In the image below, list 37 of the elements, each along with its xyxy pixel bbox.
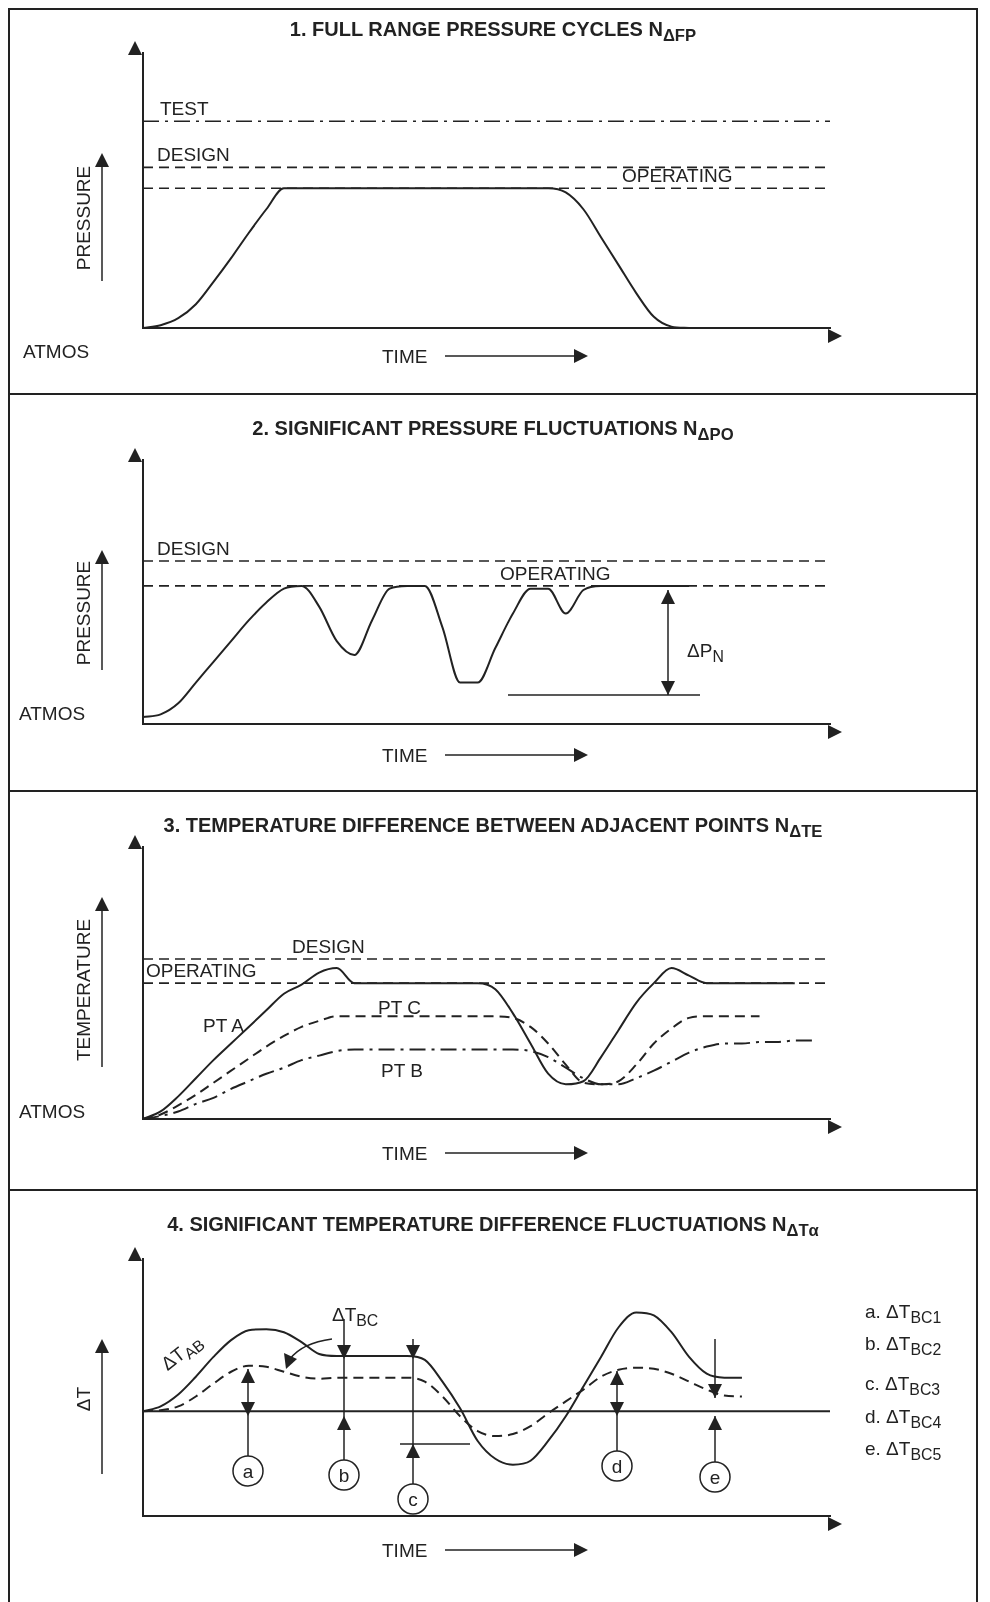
series-label: PT A [203,1014,244,1036]
series-label: PT C [378,996,421,1018]
text: b. ΔT$_{BC2}$ [865,1333,942,1358]
y-axis-title: ΔT [72,1386,94,1412]
ref-line-label: TEST [160,97,209,119]
ref-line-label: OPERATING [146,959,257,981]
y-axis-title: PRESSURE [72,560,94,666]
annotation: ΔP$_{N}$ [687,640,724,665]
text: ΔT$_{BC}$ [332,1304,379,1329]
text: e. ΔT$_{BC5}$ [865,1438,942,1463]
ref-line-label: OPERATING [622,164,733,186]
chart-title: 2. SIGNIFICANT PRESSURE FLUCTUATIONS N$_{ΔPO}$ [251,417,735,445]
ref-line-label: OPERATING [500,562,611,584]
chart-title: 1. FULL RANGE PRESSURE CYCLES N$_{ΔFP}$ [288,18,698,46]
chart-title: 3. TEMPERATURE DIFFERENCE BETWEEN ADJACENT POINTS N$_{ΔTE}$ [162,814,824,842]
ref-line-label: DESIGN [157,143,230,165]
text: a. ΔT$_{BC1}$ [865,1301,942,1326]
y-axis-title: TEMPERATURE [72,918,94,1062]
annotation: b [338,1464,350,1486]
ref-line-label: DESIGN [157,537,230,559]
text: e [709,1466,721,1488]
text: d. ΔT$_{BC4}$ [865,1406,942,1431]
text: ATMOS [19,702,86,724]
text: ATMOS [23,340,90,362]
x-axis-title: TIME [382,1539,428,1561]
y-axis-title: PRESSURE [72,165,94,271]
text: c [408,1488,418,1510]
series-label: PT B [381,1059,423,1081]
text: ATMOS [19,1100,86,1122]
x-axis-title: TIME [382,744,428,766]
chart-title: 4. SIGNIFICANT TEMPERATURE DIFFERENCE FLUCTUATIONS N$_{ΔTα}$ [166,1213,820,1241]
x-axis-title: TIME [382,345,428,367]
ref-line-label: DESIGN [292,935,365,957]
annotation: d [611,1455,623,1477]
x-axis-title: TIME [382,1142,428,1164]
annotation: a [242,1460,254,1482]
text: c. ΔT$_{BC3}$ [865,1373,941,1398]
